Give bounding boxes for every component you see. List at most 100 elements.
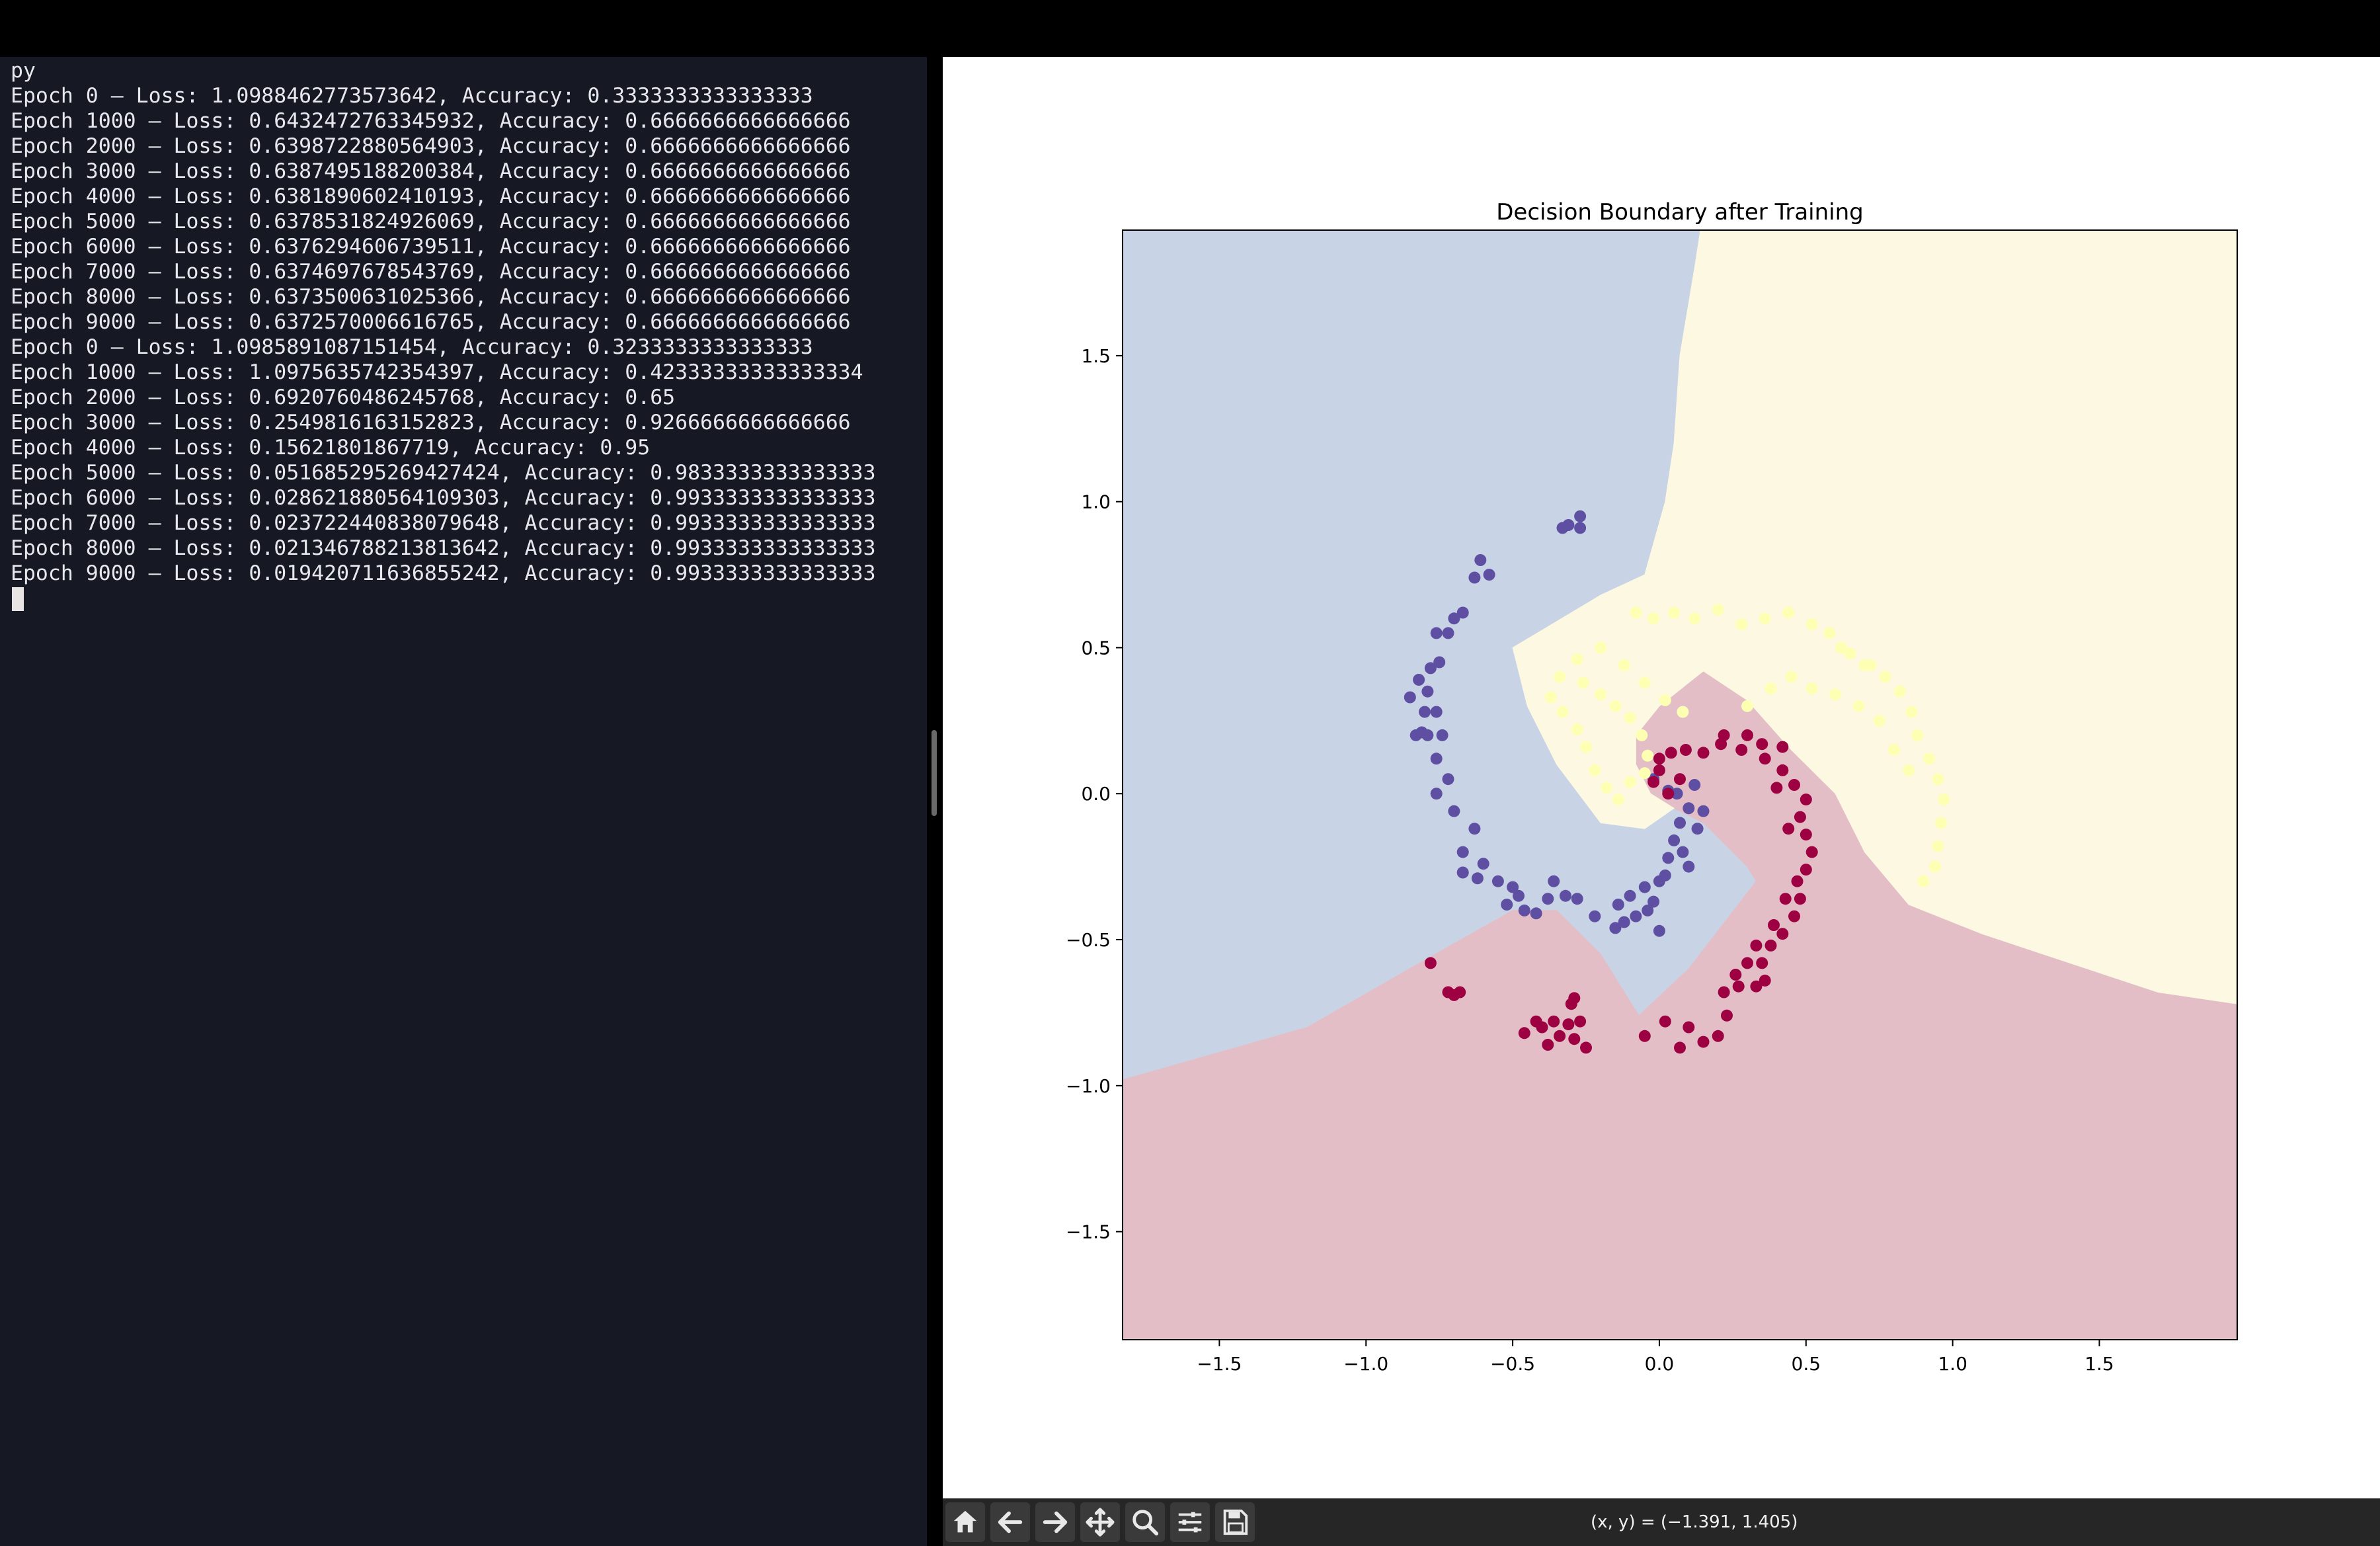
home-button[interactable]	[945, 1502, 985, 1542]
data-point-class2	[1697, 1036, 1710, 1048]
data-point-class2	[1741, 957, 1753, 969]
pane-divider-handle[interactable]	[932, 730, 937, 816]
data-point-class0	[1659, 869, 1671, 881]
data-point-class1	[1642, 749, 1654, 762]
data-point-class0	[1562, 519, 1575, 531]
data-point-class0	[1513, 889, 1525, 902]
top-menu-bar	[0, 0, 2380, 57]
terminal-line: Epoch 5000 – Loss: 0.051685295269427424,…	[11, 461, 876, 485]
data-point-class1	[1873, 714, 1885, 727]
terminal-line: Epoch 4000 – Loss: 0.6381890602410193, A…	[11, 184, 851, 208]
data-point-class1	[1638, 676, 1651, 689]
data-point-class2	[1750, 939, 1763, 952]
data-point-class0	[1560, 889, 1571, 902]
data-point-class2	[1759, 974, 1771, 987]
data-point-class0	[1574, 510, 1587, 522]
data-point-class1	[1835, 641, 1847, 654]
data-point-class2	[1756, 738, 1768, 751]
data-point-class1	[1571, 723, 1583, 736]
data-point-class1	[1858, 659, 1871, 671]
x-tick-label: 0.0	[1645, 1353, 1675, 1375]
data-point-class2	[1765, 939, 1777, 952]
x-tick-label: −1.0	[1343, 1353, 1388, 1375]
data-point-class0	[1468, 571, 1481, 584]
data-point-class0	[1471, 872, 1484, 885]
data-point-class0	[1430, 788, 1443, 800]
data-point-class2	[1800, 864, 1812, 876]
data-point-class2	[1779, 893, 1792, 905]
data-point-class1	[1580, 741, 1592, 753]
data-point-class0	[1542, 893, 1554, 905]
data-point-class1	[1735, 618, 1748, 631]
x-tick-label: 1.5	[2084, 1353, 2114, 1375]
data-point-class1	[1636, 729, 1648, 741]
data-point-class1	[1823, 627, 1836, 639]
data-point-class1	[1688, 612, 1701, 625]
data-point-class2	[1548, 1015, 1560, 1028]
data-point-class1	[1601, 782, 1613, 794]
terminal-pane[interactable]: py Epoch 0 – Loss: 1.0988462773573642, Ac…	[0, 57, 927, 1546]
data-point-class1	[1647, 612, 1660, 625]
zoom-button[interactable]	[1125, 1502, 1165, 1542]
data-point-class1	[1917, 875, 1930, 887]
data-point-class2	[1750, 980, 1763, 993]
back-button[interactable]	[990, 1502, 1030, 1542]
terminal-line: Epoch 0 – Loss: 1.0985891087151454, Accu…	[11, 335, 813, 359]
pan-icon	[1086, 1508, 1115, 1537]
data-point-class1	[1618, 659, 1630, 671]
terminal-line: Epoch 2000 – Loss: 0.6920760486245768, A…	[11, 386, 676, 409]
data-point-class0	[1501, 899, 1513, 911]
data-point-class2	[1782, 823, 1795, 835]
decision-boundary-chart[interactable]: −1.5 −1.0 −0.5 0.0 0.5 1.0 1.5 1.5 1.0 0.5 0.0 −0.5…	[943, 57, 2380, 1498]
data-point-class0	[1442, 773, 1454, 786]
data-point-class2	[1638, 1030, 1651, 1042]
data-point-class1	[1805, 618, 1818, 631]
data-point-class2	[1805, 846, 1818, 858]
back-arrow-icon	[998, 1511, 1023, 1533]
data-point-class0	[1433, 656, 1446, 669]
data-point-class0	[1530, 907, 1542, 920]
x-tick-label: 0.5	[1792, 1353, 1821, 1375]
terminal-line: Epoch 6000 – Loss: 0.6376294606739511, A…	[11, 235, 851, 259]
data-point-class0	[1518, 904, 1530, 916]
data-point-class1	[1805, 682, 1818, 695]
data-point-class0	[1456, 846, 1469, 858]
terminal-line: Epoch 6000 – Loss: 0.028621880564109303,…	[11, 486, 876, 510]
data-point-class2	[1653, 764, 1665, 776]
y-tick-label: 0.5	[1081, 637, 1111, 659]
data-point-class2	[1770, 782, 1783, 794]
data-point-class1	[1911, 729, 1924, 741]
forward-button[interactable]	[1035, 1502, 1075, 1542]
data-point-class1	[1829, 688, 1842, 701]
data-point-class2	[1653, 753, 1665, 765]
cursor-coordinates: (x, y) = (−1.391, 1.405)	[1591, 1512, 1798, 1532]
data-point-class2	[1574, 1015, 1587, 1028]
terminal-line: Epoch 9000 – Loss: 0.6372570006616765, A…	[11, 310, 851, 334]
data-point-class2	[1712, 1030, 1724, 1042]
pan-button[interactable]	[1080, 1502, 1120, 1542]
data-point-class2	[1741, 729, 1753, 741]
data-point-class1	[1934, 817, 1947, 829]
data-point-class2	[1568, 1033, 1581, 1045]
data-point-class2	[1679, 744, 1692, 756]
data-point-class1	[1624, 712, 1636, 724]
data-point-class1	[1554, 671, 1566, 683]
data-point-class0	[1683, 860, 1695, 873]
data-point-class0	[1624, 889, 1636, 902]
data-point-class2	[1776, 928, 1789, 940]
data-point-class0	[1589, 910, 1601, 922]
data-point-class1	[1887, 744, 1900, 756]
data-point-class0	[1677, 846, 1689, 858]
data-point-class2	[1662, 788, 1675, 800]
save-button[interactable]	[1215, 1502, 1255, 1542]
data-point-class0	[1612, 899, 1624, 911]
data-point-class0	[1483, 569, 1495, 581]
data-point-class0	[1618, 916, 1630, 928]
data-point-class0	[1474, 554, 1487, 566]
y-tick-label: −0.5	[1066, 929, 1111, 951]
x-tick-label: 1.0	[1938, 1353, 1967, 1375]
configure-subplots-button[interactable]	[1170, 1502, 1210, 1542]
data-point-class1	[1782, 606, 1795, 619]
data-point-class0	[1507, 881, 1519, 893]
data-point-class0	[1548, 875, 1560, 887]
